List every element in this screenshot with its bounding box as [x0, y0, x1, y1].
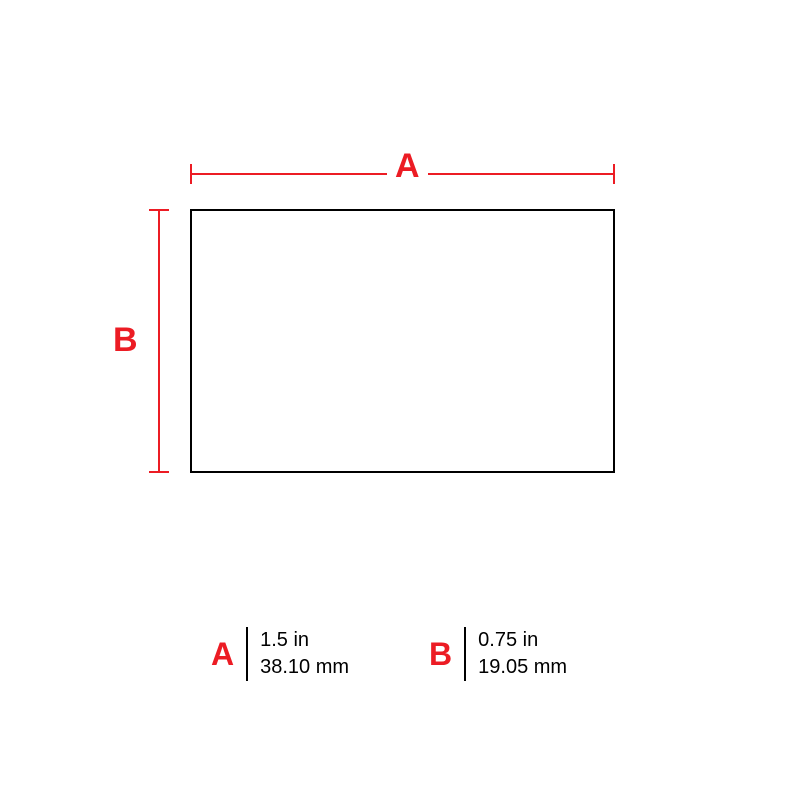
dimension-label-a: A: [387, 149, 428, 183]
legend-values-b: 0.75 in 19.05 mm: [478, 627, 567, 681]
legend-divider: [464, 627, 466, 681]
dimension-diagram: A B A 1.5 in 38.10 mm B 0.75 in 19.05 mm: [0, 0, 800, 800]
dimension-line-b: [158, 209, 160, 473]
legend-a-inches: 1.5 in: [260, 627, 349, 654]
legend-values-a: 1.5 in 38.10 mm: [260, 627, 349, 681]
legend-a-mm: 38.10 mm: [260, 654, 349, 681]
dimension-legend: A 1.5 in 38.10 mm B 0.75 in 19.05 mm: [211, 627, 567, 681]
legend-item-a: A 1.5 in 38.10 mm: [211, 627, 349, 681]
legend-item-b: B 0.75 in 19.05 mm: [429, 627, 567, 681]
label-rectangle: [190, 209, 615, 473]
legend-letter-a: A: [211, 638, 234, 670]
legend-divider: [246, 627, 248, 681]
dimension-label-b: B: [113, 323, 138, 357]
legend-b-mm: 19.05 mm: [478, 654, 567, 681]
legend-letter-b: B: [429, 638, 452, 670]
legend-b-inches: 0.75 in: [478, 627, 567, 654]
